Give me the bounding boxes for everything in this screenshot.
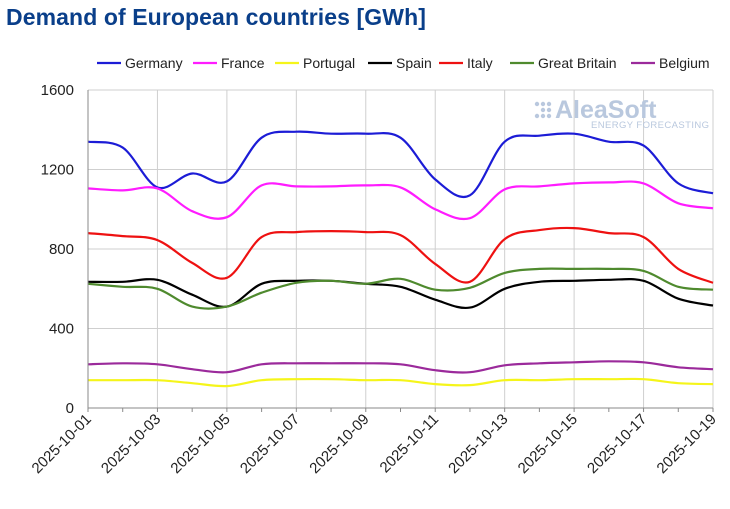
x-tick-label: 2025-10-09 bbox=[306, 411, 372, 477]
x-tick-label: 2025-10-15 bbox=[515, 411, 581, 477]
legend-label-belgium: Belgium bbox=[659, 55, 710, 71]
x-tick-label: 2025-10-11 bbox=[377, 411, 442, 476]
series-line-germany bbox=[87, 130, 714, 198]
series-line-italy bbox=[87, 226, 714, 284]
y-tick-label: 1600 bbox=[41, 82, 74, 99]
series-line-spain bbox=[87, 278, 714, 310]
x-tick-label: 2025-10-17 bbox=[584, 411, 650, 477]
y-tick-label: 400 bbox=[49, 321, 74, 338]
aleasoft-logo-icon bbox=[534, 101, 552, 119]
series-line-france bbox=[87, 180, 714, 221]
x-tick-label: 2025-10-19 bbox=[654, 411, 720, 477]
legend-label-great-britain: Great Britain bbox=[538, 55, 617, 71]
y-tick-label: 800 bbox=[49, 241, 74, 258]
y-tick-label: 0 bbox=[66, 400, 74, 417]
x-axis-ticks: 2025-10-01 2025-10-03 2025-10-05 2025-10-07… bbox=[29, 408, 720, 477]
y-axis-ticks: 0 400 800 1200 1600 bbox=[41, 82, 74, 417]
series-line-great-britain bbox=[87, 267, 714, 310]
chart-title: Demand of European countries [GWh] bbox=[6, 4, 426, 30]
legend-label-portugal: Portugal bbox=[303, 55, 355, 71]
series-line-portugal bbox=[88, 377, 714, 388]
legend: Germany France Portugal Spain Italy Great Bri… bbox=[97, 55, 710, 71]
watermark: AleaSoft ENERGY FORECASTING bbox=[534, 96, 709, 131]
watermark-tagline: ENERGY FORECASTING bbox=[591, 120, 709, 131]
series-lines bbox=[87, 130, 714, 388]
x-tick-label: 2025-10-01 bbox=[29, 411, 95, 477]
x-tick-label: 2025-10-13 bbox=[445, 411, 511, 477]
legend-label-spain: Spain bbox=[396, 55, 432, 71]
legend-label-france: France bbox=[221, 55, 265, 71]
y-tick-label: 1200 bbox=[41, 162, 74, 179]
x-tick-label: 2025-10-05 bbox=[167, 411, 233, 477]
legend-label-germany: Germany bbox=[125, 55, 183, 71]
x-tick-label: 2025-10-03 bbox=[98, 411, 164, 477]
legend-label-italy: Italy bbox=[467, 55, 493, 71]
gridlines bbox=[88, 89, 714, 408]
series-line-belgium bbox=[87, 360, 714, 374]
watermark-brand: AleaSoft bbox=[555, 96, 657, 124]
x-tick-label: 2025-10-07 bbox=[237, 411, 303, 477]
